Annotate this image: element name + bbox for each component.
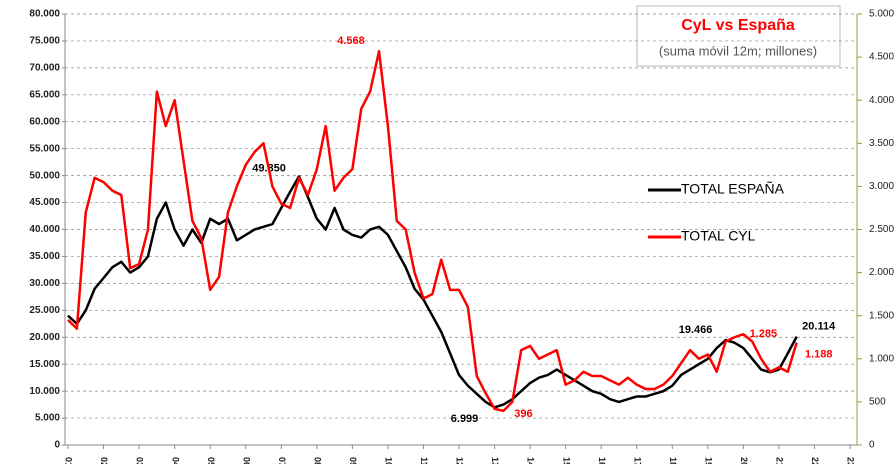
- y-tick-label: 80.000: [29, 9, 60, 20]
- x-tick-label: 23: [846, 457, 856, 464]
- x-tick-label: 11: [419, 457, 429, 464]
- x-tick-label: 22: [810, 457, 820, 464]
- x-tick-label: 14: [526, 457, 536, 464]
- x-tick-label: 06: [241, 457, 251, 464]
- y-tick-label: 40.000: [29, 224, 60, 235]
- y2-tick-label: 2.000: [869, 267, 894, 278]
- x-tick-label: 20: [739, 457, 749, 464]
- title-box: [636, 5, 841, 67]
- x-tick-label: 15: [561, 457, 571, 464]
- x-tick-label: 05: [206, 457, 216, 464]
- x-tick-label: 13: [490, 457, 500, 464]
- y-tick-label: 60.000: [29, 116, 60, 127]
- x-tick-label: 10: [384, 457, 394, 464]
- y2-tick-label: 3.000: [869, 181, 894, 192]
- x-tick-label: 18: [668, 457, 678, 464]
- x-tick-label: 17: [632, 457, 642, 464]
- y-tick-label: 15.000: [29, 359, 60, 370]
- y2-tick-label: 1.000: [869, 353, 894, 364]
- legend-label: TOTAL ESPAÑA: [681, 181, 785, 197]
- data-label: 4.568: [337, 35, 365, 47]
- y2-tick-label: 0: [869, 440, 875, 451]
- y2-tick-label: 4.000: [869, 95, 894, 106]
- data-label: 396: [514, 408, 532, 420]
- series-line: [67, 175, 798, 409]
- x-tick-label: 01: [64, 457, 74, 464]
- y2-tick-label: 1.500: [869, 310, 894, 321]
- y-tick-label: 5.000: [35, 413, 60, 424]
- y2-tick-label: 3.500: [869, 138, 894, 149]
- y2-tick-label: 4.500: [869, 52, 894, 63]
- x-tick-label: 09: [348, 457, 358, 464]
- chart-subtitle: (suma móvil 12m; millones): [659, 43, 817, 58]
- y-tick-label: 10.000: [29, 386, 60, 397]
- y-tick-label: 0: [54, 440, 60, 451]
- y-tick-label: 45.000: [29, 197, 60, 208]
- x-tick-label: 07: [277, 457, 287, 464]
- x-tick-label: 19: [703, 457, 713, 464]
- y2-tick-label: 5.000: [869, 9, 894, 20]
- y-tick-label: 65.000: [29, 89, 60, 100]
- y-tick-label: 35.000: [29, 251, 60, 262]
- x-tick-label: 02: [99, 457, 109, 464]
- y2-tick-label: 2.500: [869, 224, 894, 235]
- y-tick-label: 75.000: [29, 36, 60, 47]
- legend-label: TOTAL CYL: [681, 228, 756, 244]
- y-tick-label: 70.000: [29, 63, 60, 74]
- y-tick-label: 55.000: [29, 143, 60, 154]
- data-label: 19.466: [679, 324, 713, 336]
- data-label: 1.188: [805, 349, 833, 361]
- y-tick-label: 50.000: [29, 170, 60, 181]
- x-tick-label: 16: [597, 457, 607, 464]
- chart-title: CyL vs España: [681, 17, 795, 34]
- data-label: 6.999: [451, 413, 479, 425]
- data-label: 20.114: [802, 321, 836, 333]
- y-tick-label: 25.000: [29, 305, 60, 316]
- x-tick-label: 03: [135, 457, 145, 464]
- x-tick-label: 21: [775, 457, 785, 464]
- y2-tick-label: 500: [869, 397, 886, 408]
- y-tick-label: 30.000: [29, 278, 60, 289]
- x-tick-label: 04: [170, 457, 180, 464]
- x-tick-label: 08: [312, 457, 322, 464]
- data-label: 1.285: [750, 328, 778, 340]
- x-tick-label: 12: [455, 457, 465, 464]
- y-tick-label: 20.000: [29, 332, 60, 343]
- series-line: [67, 49, 798, 413]
